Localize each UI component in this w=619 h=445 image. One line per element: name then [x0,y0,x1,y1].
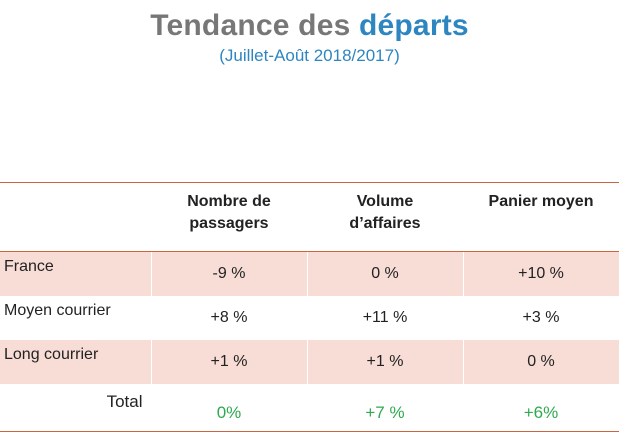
row-label-france: France [0,251,152,296]
row-label-moyen-courrier: Moyen courrier [0,296,152,340]
header-row: Nombre de passagers Volume d’affaires Pa… [0,182,619,252]
page-title: Tendance des départs [0,8,619,44]
header-volume-line-2: d’affaires [349,215,421,232]
cell-value: 0 % [307,251,464,296]
cell-value: +10 % [463,251,619,296]
cell-value: +8 % [151,296,308,340]
header-basket: Panier moyen [463,182,619,252]
cell-value: +11 % [307,296,464,340]
total-label: Total [0,384,152,432]
header-volume-line-1: Volume [356,193,414,210]
row-label-long-courrier: Long courrier [0,340,152,384]
cell-value: +1 % [151,340,308,384]
table-row: France -9 % 0 % +10 % [0,251,619,296]
page-subtitle: (Juillet-Août 2018/2017) [219,46,400,65]
title-part-2: départs [359,9,469,42]
cell-value: -9 % [151,251,308,296]
header-passengers: Nombre de passagers [151,182,307,252]
total-value: +7 % [307,384,464,432]
header-passengers-line-1: Nombre de [187,193,271,210]
table-row: Moyen courrier +8 % +11 % +3 % [0,296,619,340]
cell-value: +3 % [463,296,619,340]
header-blank [0,182,151,252]
total-value: 0% [151,384,308,432]
header-volume: Volume d’affaires [307,182,463,252]
title-part-1: Tendance des [150,9,359,42]
cell-value: +1 % [307,340,464,384]
table-header: Nombre de passagers Volume d’affaires Pa… [0,182,619,252]
total-value: +6% [463,384,619,432]
cell-value: 0 % [463,340,619,384]
total-row: Total 0% +7 % +6% [0,384,619,432]
header-passengers-line-2: passagers [189,215,269,232]
table-row: Long courrier +1 % +1 % 0 % [0,340,619,384]
header-basket-line-1: Panier moyen [488,193,594,210]
trend-table: Nombre de passagers Volume d’affaires Pa… [0,182,619,432]
